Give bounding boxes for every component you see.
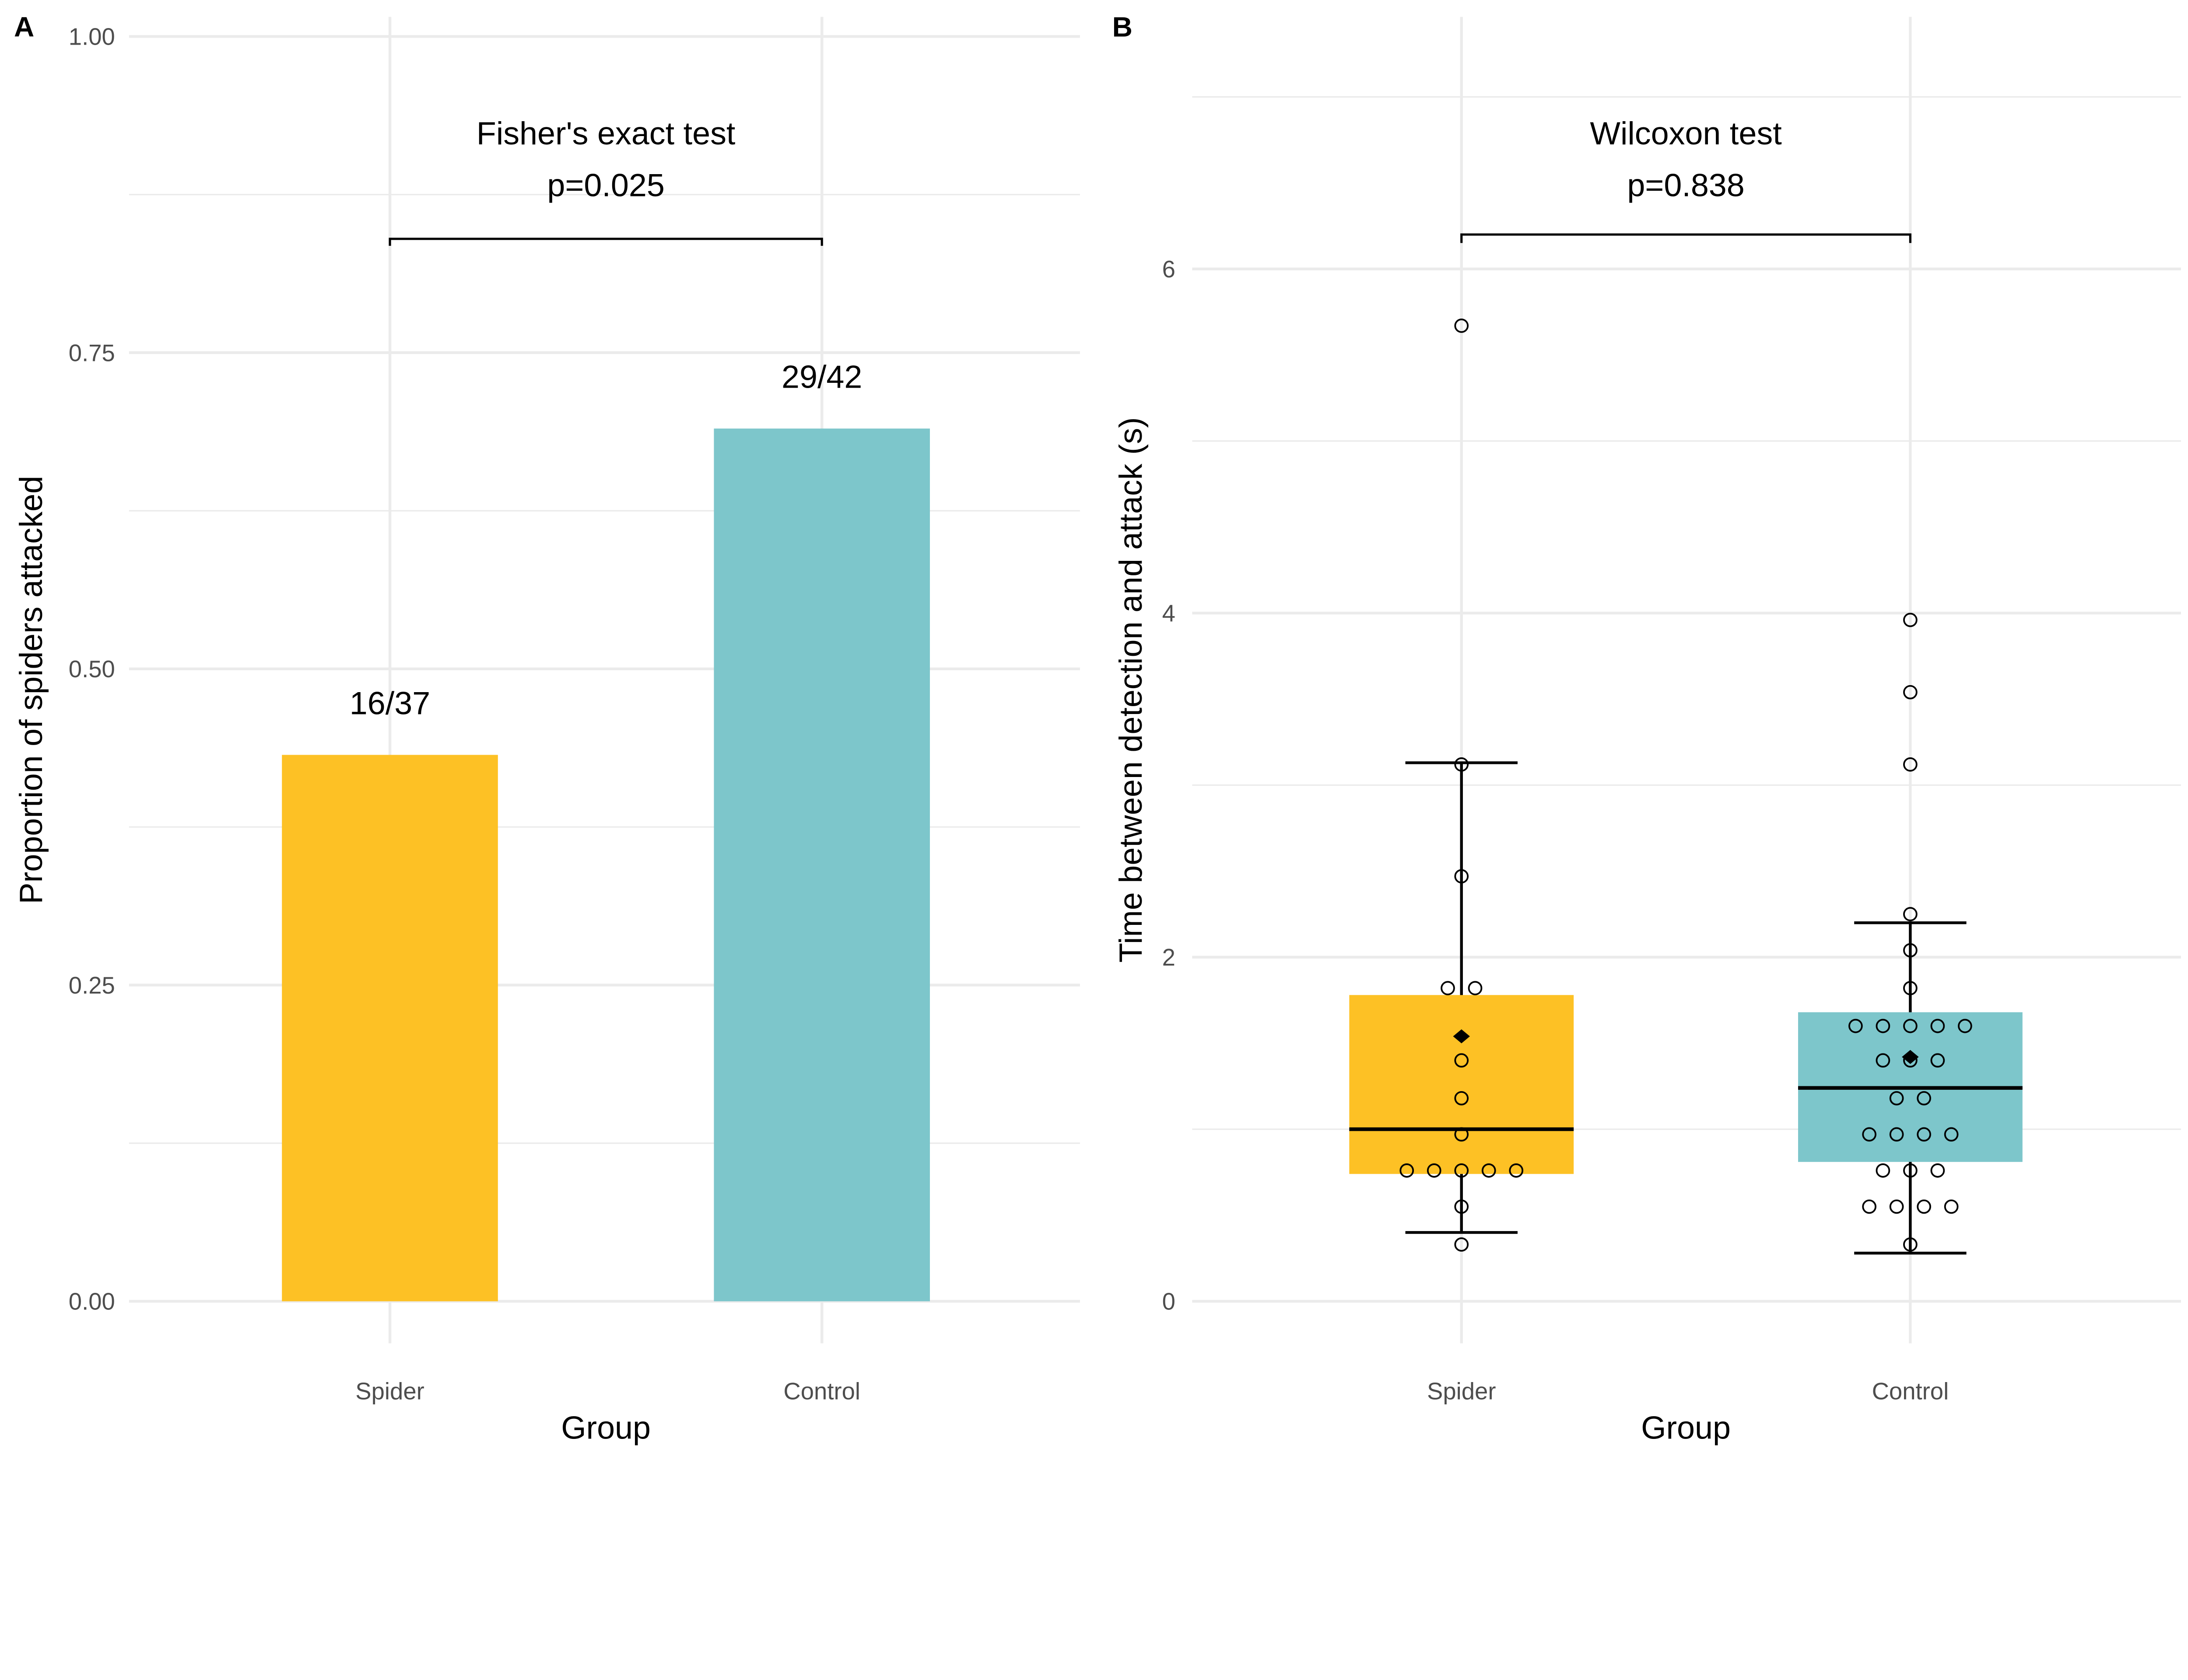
data-point bbox=[1944, 1199, 1959, 1214]
data-label: 29/42 bbox=[782, 359, 862, 395]
data-point bbox=[1903, 1237, 1918, 1252]
panel-b: 0 2 4 6 Spider Control bbox=[1162, 17, 2181, 1405]
data-point bbox=[1427, 1163, 1441, 1178]
data-point bbox=[1903, 612, 1918, 627]
data-point bbox=[1399, 1163, 1414, 1178]
data-point bbox=[1848, 1018, 1863, 1033]
data-point bbox=[1454, 1163, 1469, 1178]
y-tick-label: 0 bbox=[1162, 1288, 1175, 1315]
y-tick-label: 4 bbox=[1162, 600, 1175, 627]
x-tick-label: Spider bbox=[355, 1378, 424, 1405]
y-tick-label: 0.25 bbox=[69, 972, 115, 999]
y-axis-title-a: Proportion of spiders attacked bbox=[13, 476, 49, 904]
data-point bbox=[1903, 981, 1918, 995]
data-point bbox=[1930, 1163, 1945, 1178]
data-point bbox=[1876, 1053, 1890, 1068]
y-axis-title-b: Time between detection and attack (s) bbox=[1112, 417, 1149, 963]
y-tick-label: 0.00 bbox=[69, 1288, 115, 1315]
data-point bbox=[1454, 1091, 1469, 1106]
test-name-a: Fisher's exact test bbox=[477, 115, 736, 151]
data-point bbox=[1958, 1018, 1972, 1033]
x-tick-label: Spider bbox=[1427, 1378, 1496, 1405]
figure-svg: 0.00 0.25 0.50 0.75 1.00 16/37 Spider 29/42 Cont… bbox=[13, 11, 2181, 1446]
panel-label-a: A bbox=[14, 11, 34, 42]
x-tick-label: Control bbox=[783, 1378, 860, 1405]
panel-label-b: B bbox=[1112, 11, 1133, 42]
data-point bbox=[1903, 757, 1918, 772]
data-point bbox=[1917, 1091, 1931, 1106]
data-point bbox=[1441, 981, 1455, 995]
data-point bbox=[1454, 869, 1469, 884]
data-point bbox=[1876, 1018, 1890, 1033]
panel-a: 0.00 0.25 0.50 0.75 1.00 16/37 Spider 29/42 Cont… bbox=[69, 17, 1080, 1405]
data-point bbox=[1454, 1127, 1469, 1142]
data-point bbox=[1454, 1199, 1469, 1214]
y-tick-label: 0.50 bbox=[69, 656, 115, 682]
data-point bbox=[1454, 318, 1469, 333]
test-name-b: Wilcoxon test bbox=[1590, 115, 1781, 151]
data-point bbox=[1903, 907, 1918, 921]
data-point bbox=[1903, 685, 1918, 700]
y-tick-label: 1.00 bbox=[69, 24, 115, 50]
figure: 0.00 0.25 0.50 0.75 1.00 16/37 Spider 29/42 Cont… bbox=[13, 11, 2181, 1446]
data-point bbox=[1862, 1199, 1876, 1214]
bar-control bbox=[714, 428, 930, 1302]
x-axis-title-a: Group bbox=[561, 1409, 651, 1446]
data-point bbox=[1454, 1053, 1469, 1068]
data-point bbox=[1889, 1199, 1904, 1214]
data-point bbox=[1930, 1018, 1945, 1033]
x-axis-title-b: Group bbox=[1641, 1409, 1731, 1446]
mean-marker bbox=[1453, 1029, 1470, 1043]
data-point bbox=[1930, 1053, 1945, 1068]
significance-bracket bbox=[1460, 233, 1911, 243]
data-label: 16/37 bbox=[350, 685, 430, 721]
data-point bbox=[1917, 1199, 1931, 1214]
x-tick-label: Control bbox=[1872, 1378, 1949, 1405]
data-point bbox=[1889, 1091, 1904, 1106]
data-point bbox=[1903, 1018, 1918, 1033]
data-point bbox=[1889, 1127, 1904, 1142]
data-point bbox=[1917, 1127, 1931, 1142]
p-value-a: p=0.025 bbox=[547, 167, 664, 203]
data-point bbox=[1468, 981, 1483, 995]
data-point bbox=[1481, 1163, 1496, 1178]
box-spider bbox=[1349, 995, 1574, 1174]
data-point bbox=[1876, 1163, 1890, 1178]
y-tick-label: 0.75 bbox=[69, 340, 115, 366]
p-value-b: p=0.838 bbox=[1627, 167, 1744, 203]
y-tick-label: 6 bbox=[1162, 256, 1175, 283]
data-point bbox=[1454, 1237, 1469, 1252]
data-point bbox=[1862, 1127, 1876, 1142]
data-point bbox=[1454, 757, 1469, 772]
significance-bracket bbox=[389, 238, 823, 246]
data-point bbox=[1903, 1163, 1918, 1178]
data-point bbox=[1944, 1127, 1959, 1142]
bar-spider bbox=[282, 755, 498, 1302]
data-point bbox=[1509, 1163, 1524, 1178]
y-tick-label: 2 bbox=[1162, 944, 1175, 971]
data-point bbox=[1903, 943, 1918, 958]
